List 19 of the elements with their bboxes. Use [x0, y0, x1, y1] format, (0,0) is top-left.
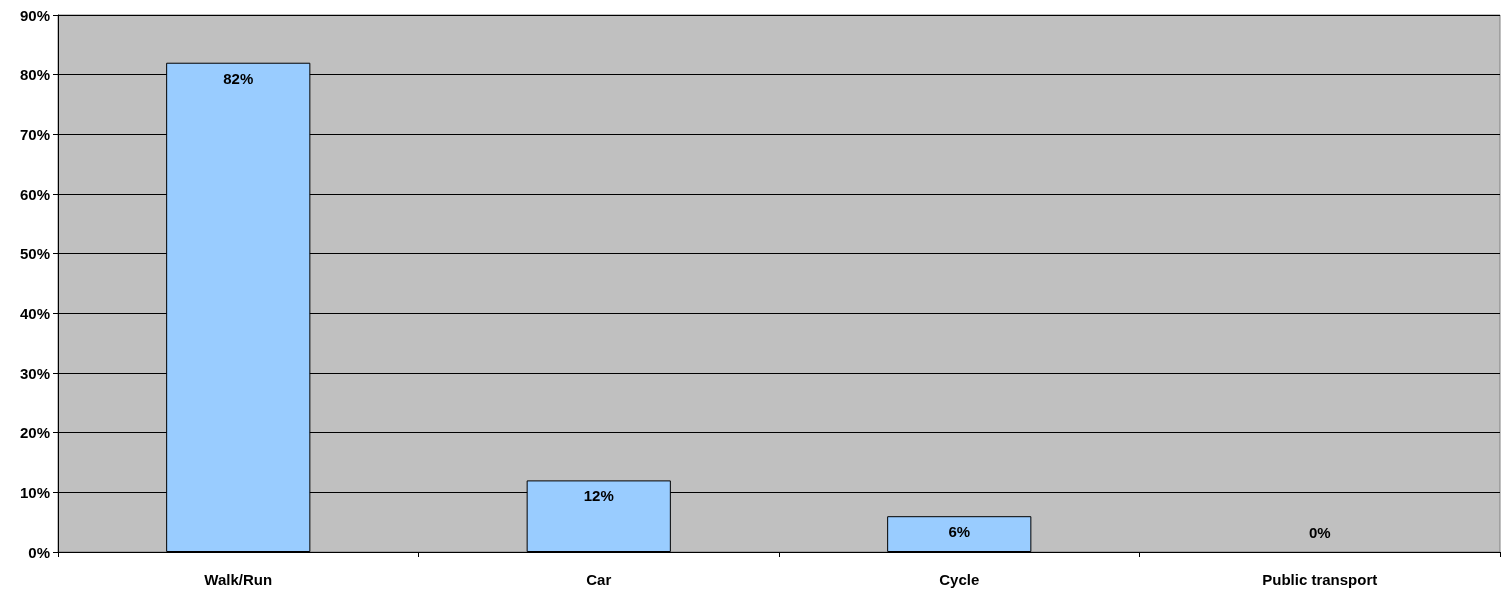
y-tick-label: 0%	[28, 543, 50, 561]
data-label: 82%	[223, 69, 254, 87]
x-tick-label: Walk/Run	[204, 571, 273, 588]
y-tick-label: 30%	[19, 364, 50, 382]
y-tick-label: 50%	[19, 245, 50, 263]
data-label: 6%	[948, 523, 971, 541]
y-tick-label: 80%	[19, 66, 50, 84]
y-tick-label: 90%	[19, 6, 50, 24]
bar	[887, 516, 1032, 552]
y-tick-label: 20%	[19, 424, 50, 442]
data-label: 0%	[1308, 524, 1331, 541]
data-label: 12%	[583, 487, 614, 505]
y-tick-label: 60%	[19, 185, 50, 203]
y-tick-label: 10%	[19, 483, 50, 501]
x-tick-label: Car	[586, 571, 612, 588]
y-tick-label: 70%	[19, 125, 50, 143]
x-tick-label: Public transport	[1262, 571, 1378, 588]
y-tick-label: 40%	[19, 304, 50, 322]
x-tick-label: Cycle	[939, 571, 980, 588]
